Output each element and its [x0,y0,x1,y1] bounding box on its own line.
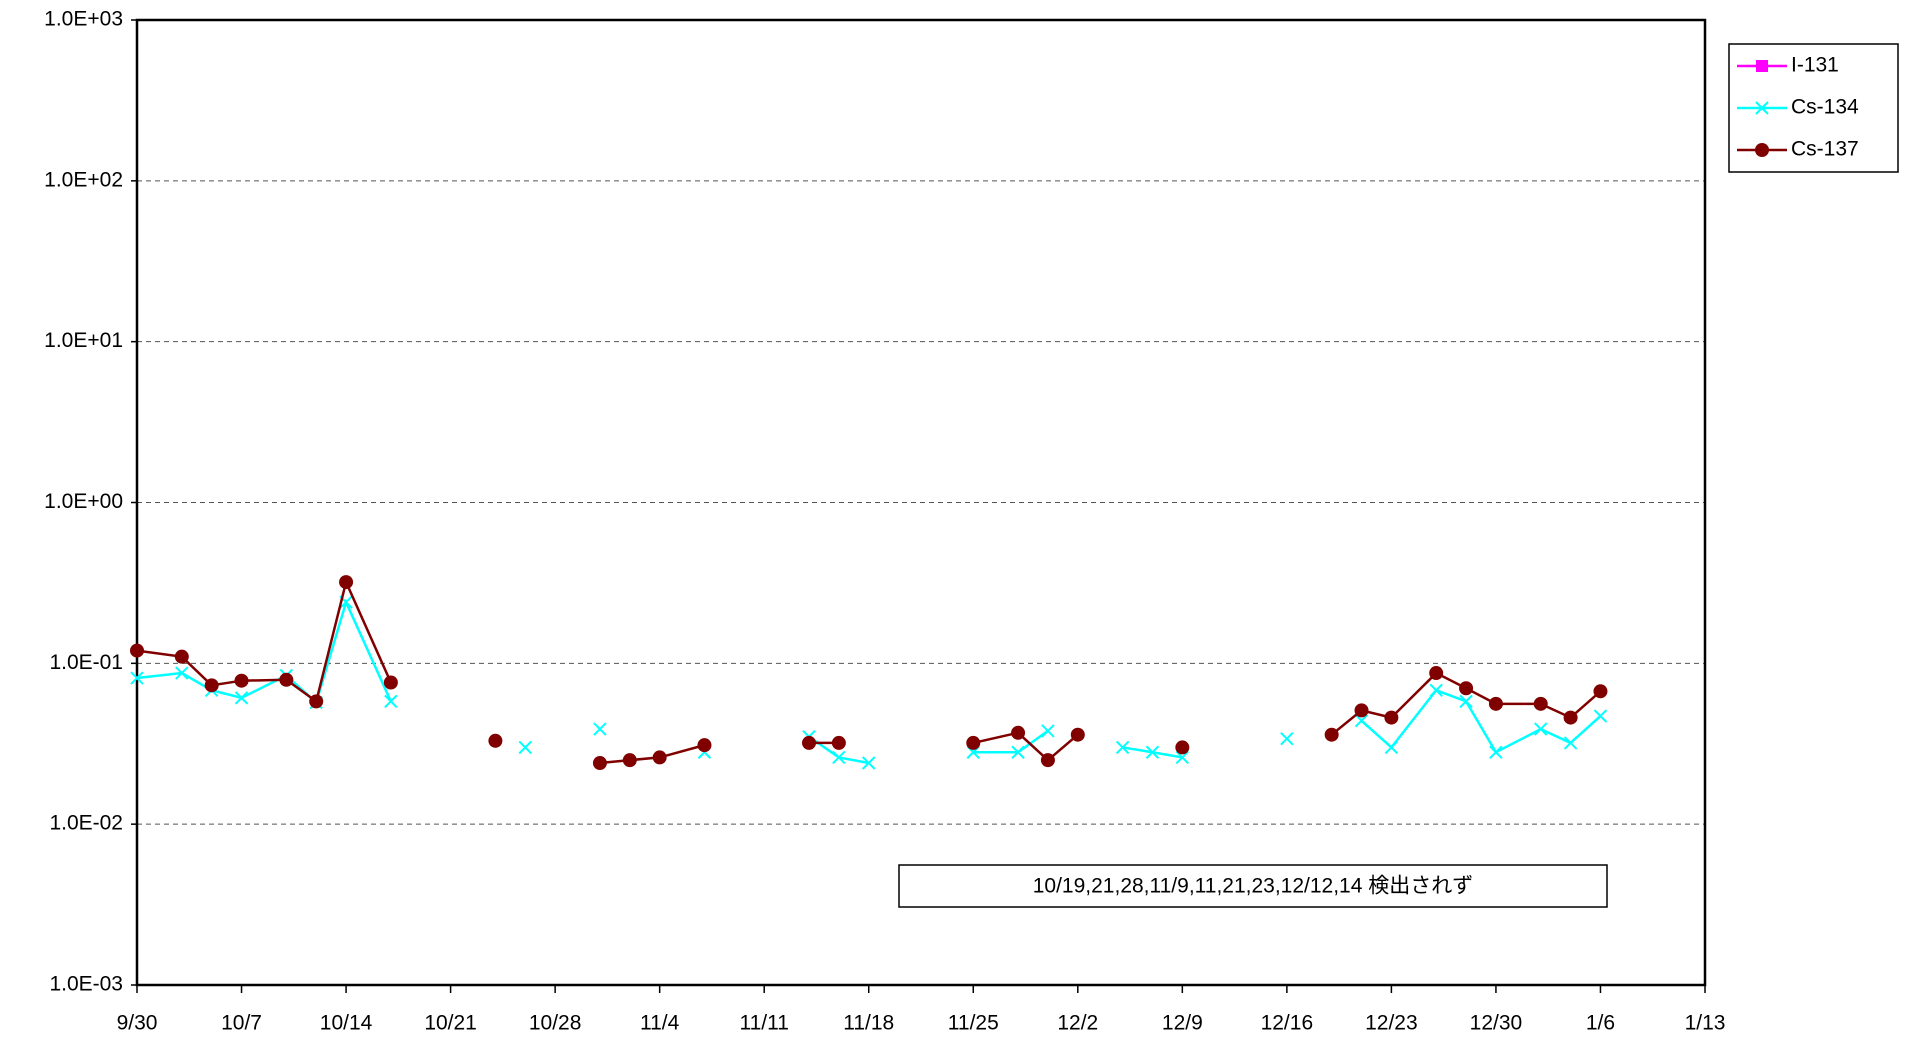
series-line [1360,688,1602,754]
x-tick-label: 12/9 [1162,1012,1203,1035]
data-point [697,738,712,753]
series [130,595,1608,770]
plot-area [135,18,1707,987]
data-point [592,756,607,771]
data-point [1040,753,1055,768]
series-line [599,743,705,765]
data-point [279,672,294,687]
data-point [1175,740,1190,755]
x-tick-label: 1/13 [1685,1012,1726,1035]
x-tick-label: 10/21 [424,1012,477,1035]
legend-marker [1755,101,1769,115]
data-point [1488,696,1503,711]
data-point [518,740,532,755]
data-point [1593,684,1608,699]
data-point [1459,681,1474,696]
data-point [130,643,144,658]
y-tick-label: 1.0E-02 [49,812,123,835]
data-point [174,649,189,664]
data-point [1489,745,1503,759]
annotation-box [898,864,1608,908]
data-point [1384,740,1399,755]
x-tick-label: 12/23 [1365,1012,1418,1035]
data-point [1175,750,1190,765]
legend-label: Cs-137 [1791,138,1859,161]
data-point [802,735,816,750]
data-point [384,694,398,709]
data-point [1534,722,1548,736]
y-tick-label: 1.0E+00 [44,490,123,513]
x-tick-label: 1/6 [1586,1012,1615,1035]
y-tick-label: 1.0E+01 [44,329,123,352]
data-point [1533,696,1548,711]
data-point [652,750,667,765]
x-tick-label: 12/16 [1261,1012,1314,1035]
data-point [1070,727,1085,742]
x-tick-label: 11/11 [739,1012,788,1035]
y-tick-label: 1.0E+03 [44,8,123,31]
legend-label: Cs-134 [1791,96,1859,119]
x-tick-label: 11/18 [843,1012,894,1035]
data-point [234,673,249,688]
data-point [234,691,249,705]
data-point [966,735,981,750]
data-point [1011,745,1025,759]
x-tick-label: 11/4 [640,1012,680,1035]
data-point [831,735,846,750]
data-point [862,756,876,770]
data-point [832,750,846,765]
data-point [1115,740,1130,755]
x-tick-label: 10/14 [320,1012,373,1035]
data-point [1429,666,1444,681]
x-tick-label: 9/30 [117,1012,158,1035]
x-tick-label: 12/2 [1057,1012,1098,1035]
series [130,575,1608,771]
data-point [1145,745,1160,759]
y-tick-label: 1.0E+02 [44,168,123,191]
x-tick-label: 11/25 [948,1012,999,1035]
data-point [622,753,637,768]
data-point [1429,683,1443,697]
data-point [1011,725,1026,740]
legend-marker [1756,60,1768,72]
data-point [1459,694,1473,709]
data-point [488,733,503,748]
data-point [1280,731,1294,746]
data-point [1563,710,1578,725]
legend-marker [1755,143,1769,157]
data-point [130,671,144,685]
data-point [1354,713,1369,728]
data-point [1324,727,1339,742]
x-tick-label: 10/7 [221,1012,262,1035]
data-point [593,722,607,736]
x-tick-label: 12/30 [1470,1012,1523,1035]
series-line [136,598,393,705]
data-point [309,694,324,709]
data-point [383,675,398,690]
data-point [175,666,189,680]
annotation: 10/19,21,28,11/9,11,21,23,12/12,14 検出されず [1033,875,1474,898]
data-point [1563,736,1578,750]
series-line [972,731,1079,762]
data-point [204,678,219,693]
y-tick-label: 1.0E-01 [49,651,123,674]
data-point [1593,709,1608,723]
data-point [1384,710,1399,725]
data-point [339,575,354,590]
data-point [1041,724,1055,738]
x-tick-label: 10/28 [529,1012,582,1035]
series-line [136,578,393,704]
data-point [1354,703,1369,718]
legend-label: I-131 [1791,54,1839,77]
y-tick-label: 1.0E-03 [49,973,123,996]
